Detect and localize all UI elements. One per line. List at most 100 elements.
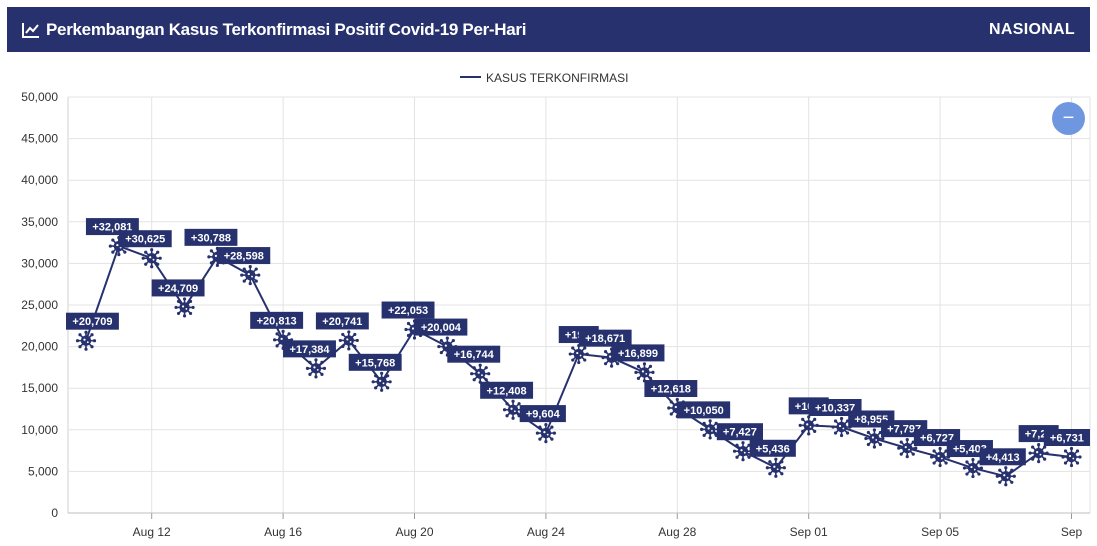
virus-spike-tip [813, 429, 817, 433]
data-label-text: +7,797 [887, 424, 921, 436]
virus-spike-tip [108, 244, 112, 248]
virus-spike-tip [930, 455, 934, 459]
virus-spike-tip [571, 346, 575, 350]
virus-spot [280, 337, 283, 340]
virus-body [803, 420, 814, 431]
virus-spike-tip [765, 466, 769, 470]
virus-spot [513, 410, 516, 413]
virus-spot [875, 439, 878, 441]
x-tick-label: Sep [1061, 525, 1083, 539]
virus-spike-tip [636, 376, 641, 381]
virus-spike-tip [1037, 442, 1041, 447]
virus-spike-tip [314, 375, 318, 379]
virus-spike-tip [538, 425, 542, 429]
virus-spike-tip [144, 250, 148, 254]
virus-spike-tip [275, 332, 279, 336]
legend-label: KASUS TERKONFIRMASI [486, 71, 628, 85]
virus-spike-tip [308, 372, 312, 376]
data-markers [75, 235, 1082, 487]
legend[interactable]: KASUS TERKONFIRMASI [460, 71, 628, 85]
data-label-text: +30,625 [125, 234, 165, 246]
y-tick-label: 50,000 [21, 90, 58, 104]
virus-body [245, 269, 256, 281]
data-label: +22,053 [381, 301, 435, 319]
data-label-box [979, 448, 1026, 466]
virus-spike-tip [487, 372, 491, 376]
virus-spike-tip [1028, 451, 1032, 455]
virus-spike-tip [801, 417, 805, 421]
virus-spike-tip [111, 250, 115, 254]
virus-spike-tip [470, 372, 474, 376]
virus-spike-tip [174, 305, 178, 310]
data-label: +24,709 [151, 279, 205, 297]
virus-spike-tip [478, 363, 482, 367]
data-label-box [283, 340, 336, 358]
data-label-text: +5,436 [756, 443, 790, 455]
virus-marker [995, 466, 1016, 487]
data-label-text: +12,408 [487, 385, 527, 397]
data-label: +18,671 [578, 329, 632, 347]
virus-spot [740, 449, 743, 452]
chart-header: Perkembangan Kasus Terkonfirmasi Positif… [7, 7, 1090, 52]
virus-spot [1036, 450, 1039, 454]
virus-spike-tip [585, 352, 589, 356]
virus-spike-tip [544, 439, 548, 444]
x-tick-label: Aug 12 [133, 525, 171, 539]
data-label-box [217, 247, 271, 265]
zoom-out-button[interactable]: − [1052, 102, 1085, 135]
virus-spike-tip [215, 263, 219, 267]
virus-spike-tip [1031, 457, 1035, 461]
virus-spike-tip [380, 388, 384, 392]
data-label: +5,436 [749, 439, 796, 457]
virus-spot [743, 451, 746, 454]
virus-marker [634, 362, 655, 383]
virus-spike-tip [1043, 457, 1047, 461]
virus-spike-tip [314, 358, 318, 362]
virus-spike-tip [1069, 446, 1074, 451]
virus-spike-tip [347, 347, 351, 351]
virus-spike-tip [648, 364, 653, 368]
data-label-text: +30,788 [191, 232, 231, 244]
virus-spike-tip [386, 386, 390, 390]
virus-spike-tip [511, 416, 515, 420]
virus-spike-tip [505, 402, 509, 406]
virus-spike-tip [583, 346, 587, 350]
virus-spike-tip [603, 362, 608, 366]
virus-spike-tip [355, 338, 359, 343]
virus-spike-tip [92, 339, 97, 343]
virus-spike-tip [965, 460, 969, 464]
virus-spike-tip [634, 370, 638, 375]
virus-spike-tip [944, 461, 948, 465]
virus-spot [1006, 476, 1009, 479]
virus-spot [941, 457, 943, 460]
virus-spike-tip [209, 249, 213, 253]
virus-body [507, 404, 519, 415]
virus-spike-tip [78, 345, 82, 349]
virus-spike-tip [374, 386, 378, 390]
virus-spike-tip [90, 333, 94, 337]
virus-spike-tip [1031, 445, 1035, 449]
virus-spike-tip [338, 338, 342, 343]
data-label-box [716, 423, 763, 441]
virus-spike-tip [388, 380, 392, 384]
virus-spike-tip [702, 433, 706, 437]
virus-spike-tip [815, 423, 819, 427]
x-tick-label: Sep 05 [921, 525, 959, 539]
virus-body [475, 368, 486, 379]
data-label-text: +28,598 [224, 251, 264, 263]
virus-spike-tip [905, 455, 909, 459]
y-tick-label: 45,000 [21, 132, 58, 146]
virus-spike-tip [511, 399, 515, 403]
region-label: NASIONAL [989, 20, 1075, 38]
virus-body [639, 367, 650, 378]
data-label-box [677, 401, 731, 419]
virus-spike-tip [648, 376, 653, 381]
virus-spot [645, 373, 648, 375]
virus-spike-tip [1037, 459, 1041, 464]
virus-body [540, 427, 552, 439]
virus-spike-tip [240, 273, 244, 277]
virus-spike-tip [995, 474, 999, 478]
virus-spike-tip [550, 425, 554, 429]
virus-spike-tip [305, 366, 310, 370]
virus-spike-tip [176, 299, 181, 304]
